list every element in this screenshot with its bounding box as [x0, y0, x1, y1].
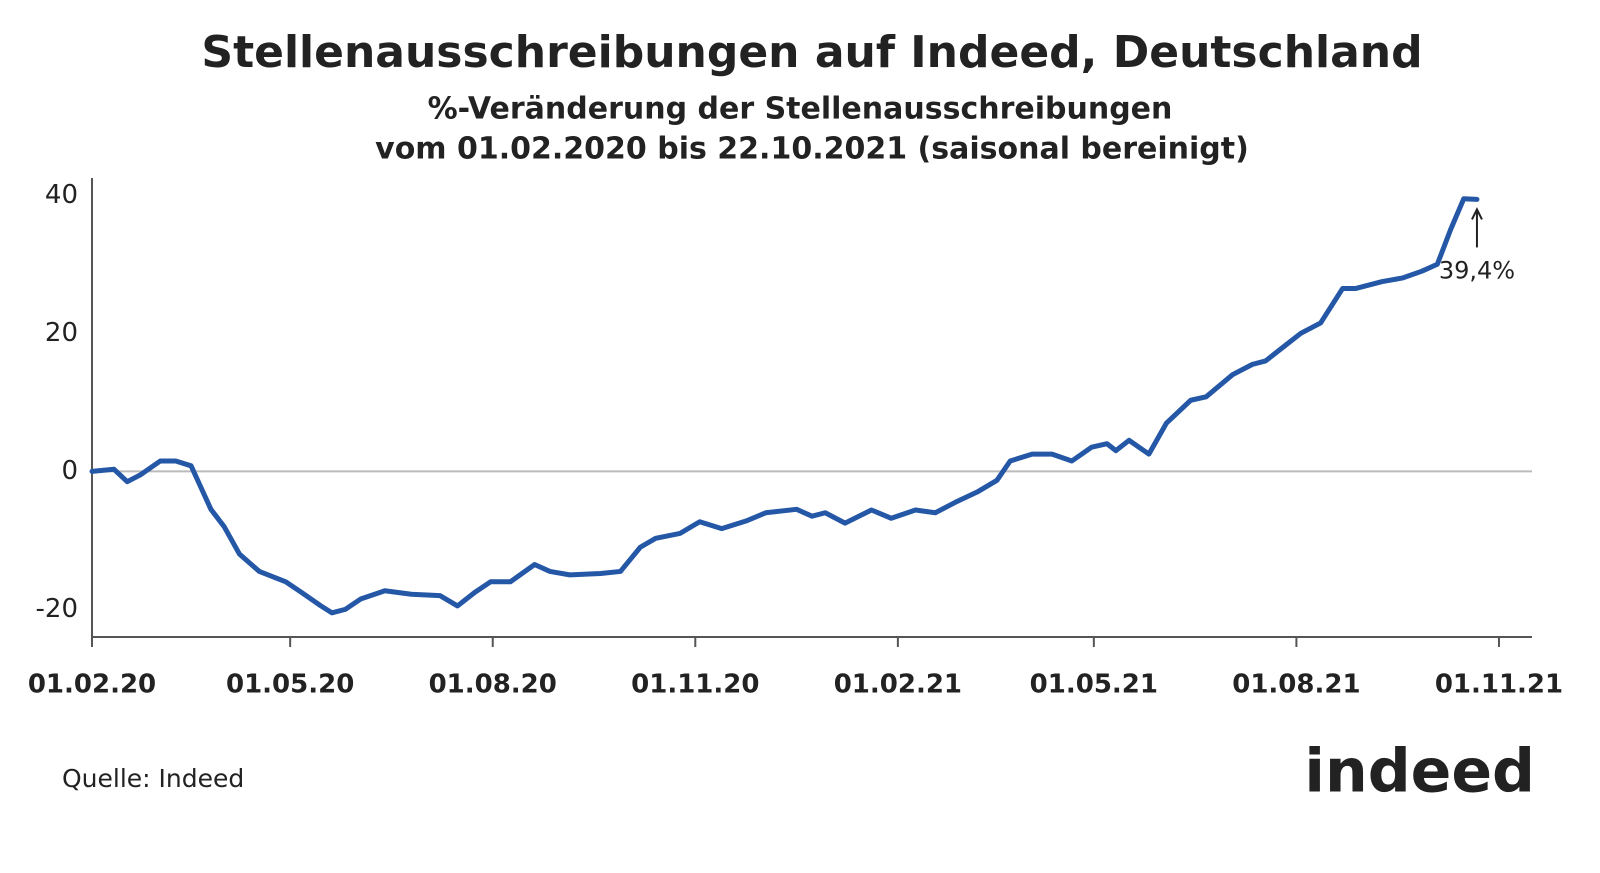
x-tick-label: 01.05.21: [1030, 670, 1158, 700]
x-tick-label: 01.02.21: [834, 670, 962, 700]
y-tick-label: 20: [45, 318, 78, 348]
y-tick-label: 40: [45, 180, 78, 210]
line-series: [89, 196, 1480, 616]
y-tick-label: 0: [61, 456, 78, 486]
x-tick-label: 01.08.21: [1232, 670, 1360, 700]
annotation-arrowhead: [1471, 207, 1483, 220]
chart-title: Stellenausschreibungen auf Indeed, Deuts…: [201, 27, 1422, 78]
x-tick-label: 01.08.20: [429, 670, 557, 700]
chart-subtitle: vom 01.02.2020 bis 22.10.2021 (saisonal …: [375, 132, 1249, 167]
source: Quelle: Indeed: [62, 764, 244, 793]
y-tick-label: -20: [36, 594, 78, 624]
x-tick-label: 01.11.21: [1435, 670, 1563, 700]
x-tick-label: 01.11.20: [631, 670, 759, 700]
chart-subtitle: %-Veränderung der Stellenausschreibungen: [428, 92, 1173, 127]
logo: indeed: [1304, 737, 1535, 807]
x-tick-label: 01.02.20: [28, 670, 156, 700]
annotation: 39,4%: [1439, 256, 1515, 284]
x-tick-label: 01.05.20: [226, 670, 354, 700]
